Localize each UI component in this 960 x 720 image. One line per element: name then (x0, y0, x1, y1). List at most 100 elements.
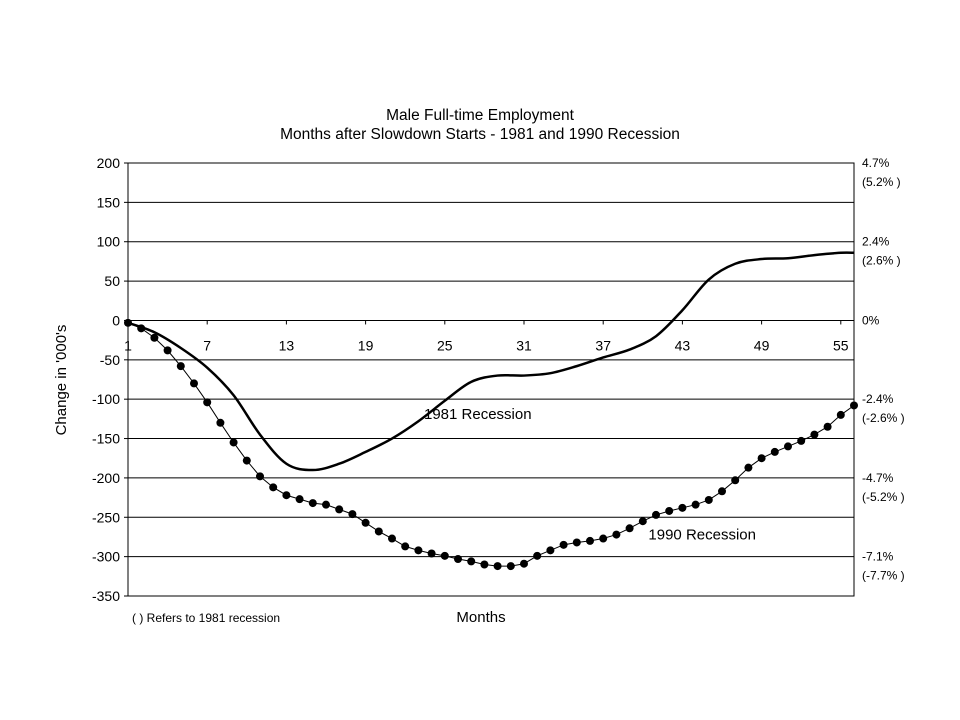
series-1990-point (308, 499, 317, 508)
y-tick-label-0: 200 (97, 155, 121, 171)
annotations: 1981 Recession 1990 Recession (424, 406, 756, 543)
x-tick-label-2: 13 (279, 337, 295, 353)
series-1990-point (836, 410, 845, 419)
y-tick-label-8: -200 (92, 470, 120, 486)
right-label-2: 0% (862, 313, 880, 327)
series-1990-point (625, 524, 634, 533)
series-1990-point (652, 510, 660, 519)
right-label-1: 2.4% (862, 235, 890, 249)
series-1990-point (704, 495, 713, 504)
series-1990-point (770, 447, 779, 456)
series-1990-point (216, 418, 225, 427)
right-label-paren-1: (2.6% ) (862, 254, 901, 268)
series-1990-point (454, 554, 462, 563)
series-1990-point (427, 549, 436, 558)
series-1990-point (361, 518, 370, 527)
footnote: ( ) Refers to 1981 recession (132, 611, 280, 625)
x-tick-label-3: 19 (358, 337, 374, 353)
y-tick-label-10: -300 (92, 549, 120, 565)
right-label-paren-3: (-2.6% ) (862, 411, 905, 425)
series-1990-point (757, 454, 766, 463)
x-tick-label-9: 55 (833, 337, 849, 353)
series-1990-point (823, 422, 832, 431)
series-1990-point (797, 436, 806, 445)
x-tick-label-7: 43 (675, 337, 691, 353)
right-label-paren-5: (-7.7% ) (862, 569, 905, 583)
y-axis-ticks: 200 150 100 50 0 -50 -100 -150 -200 -250 -300 -350 (92, 155, 128, 604)
y-tick-label-1: 150 (97, 194, 121, 210)
series-1990-point (150, 333, 159, 342)
series-1990-point (467, 557, 476, 566)
series-1990-point (242, 456, 251, 465)
x-tick-label-8: 49 (754, 337, 770, 353)
chart-subtitle: Months after Slowdown Starts - 1981 and … (280, 126, 680, 143)
series-layer (124, 251, 858, 571)
series-1990-point (388, 534, 396, 543)
y-tick-label-2: 100 (97, 234, 121, 250)
y-tick-label-9: -250 (92, 509, 120, 525)
y-tick-label-6: -100 (92, 391, 120, 407)
series-1990-point (718, 487, 726, 496)
series-1990-point (124, 318, 132, 327)
series-1990-point (784, 442, 792, 451)
series-1990-point (810, 430, 819, 439)
series-1990-point (256, 472, 264, 481)
y-axis-title: Change in '000's (53, 325, 70, 436)
right-axis-labels: 4.7% (5.2% ) 2.4% (2.6% ) 0% -2.4% (-2.6% ) -4.… (862, 156, 905, 583)
series-1990-point (440, 551, 449, 560)
right-label-paren-4: (-5.2% ) (862, 490, 905, 504)
y-tick-label-11: -350 (92, 588, 120, 604)
annotation-label-0: 1981 Recession (424, 406, 532, 423)
series-1990-point (691, 500, 700, 509)
series-1990-point (520, 559, 528, 568)
right-label-4: -4.7% (862, 471, 894, 485)
series-1990-point (335, 505, 344, 514)
series-1990-point (612, 530, 621, 539)
series-1990-point (546, 546, 555, 555)
series-1990-point (665, 506, 674, 515)
y-tick-label-4: 0 (112, 312, 120, 328)
right-label-paren-0: (5.2% ) (862, 175, 901, 189)
y-tick-label-3: 50 (104, 273, 120, 289)
x-axis-title: Months (456, 609, 505, 626)
series-1990-point (744, 463, 753, 472)
x-axis-ticks: 1 7 13 19 25 31 37 43 49 55 (124, 320, 849, 353)
series-1981-line (127, 251, 855, 472)
y-tick-label-5: -50 (100, 352, 120, 368)
x-tick-label-0: 1 (124, 337, 132, 353)
series-1990-point (401, 542, 410, 551)
y-tick-label-7: -150 (92, 431, 120, 447)
x-tick-label-5: 31 (516, 337, 532, 353)
series-1990-point (480, 560, 489, 569)
x-tick-label-4: 25 (437, 337, 453, 353)
series-1990-point (295, 495, 304, 504)
series-1990-point (163, 346, 172, 355)
series-1990-point (493, 562, 502, 571)
series-1990-point (176, 362, 185, 371)
series-1990-point (414, 546, 423, 555)
series-1990-point (678, 503, 687, 512)
x-tick-label-6: 37 (595, 337, 611, 353)
series-1990-point (572, 538, 581, 547)
series-1990-point (533, 551, 542, 560)
series-1990-point (506, 562, 515, 571)
x-tick-label-1: 7 (203, 337, 211, 353)
series-1990-point (137, 324, 146, 333)
series-1990-point (586, 536, 594, 545)
chart-title: Male Full-time Employment (386, 107, 574, 124)
series-1990-point (203, 398, 212, 407)
series-1990-point (190, 379, 198, 388)
series-1990-point (322, 500, 330, 509)
right-label-5: -7.1% (862, 550, 894, 564)
series-1990-point (348, 510, 357, 519)
series-1990-point (850, 401, 858, 410)
series-1990-point (269, 483, 278, 492)
right-label-0: 4.7% (862, 156, 890, 170)
annotation-label-1: 1990 Recession (648, 526, 756, 543)
series-1990-point (638, 517, 647, 526)
series-1990-point (599, 534, 608, 543)
series-1990-point (731, 476, 740, 485)
series-1990-point (282, 491, 291, 500)
series-1990-point (559, 540, 568, 549)
